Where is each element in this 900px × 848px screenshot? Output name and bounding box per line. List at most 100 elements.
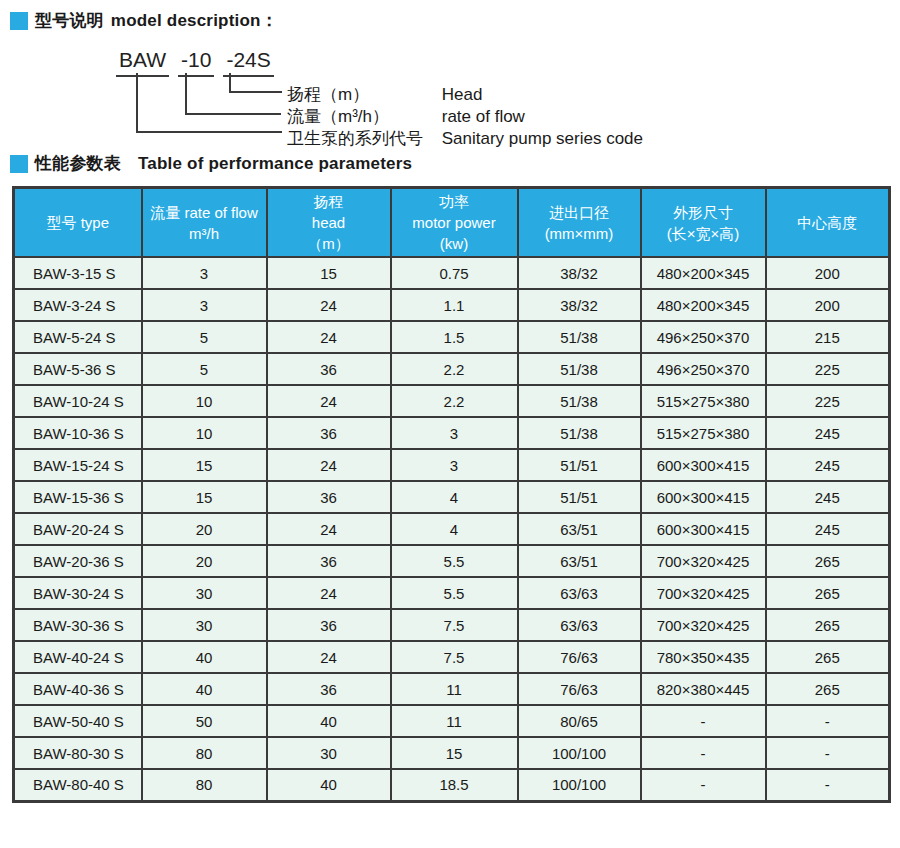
- table-row: BAW-80-40 S804018.5100/100--: [14, 769, 890, 801]
- section1-title-zh: 型号说明: [35, 9, 104, 32]
- table-cell: 3: [142, 289, 267, 321]
- table-cell: BAW-80-40 S: [14, 769, 142, 801]
- table-cell: 76/63: [518, 641, 641, 673]
- table-cell: 76/63: [518, 673, 641, 705]
- table-cell: 40: [142, 641, 267, 673]
- table-cell: 40: [267, 769, 391, 801]
- table-cell: 245: [766, 481, 890, 513]
- table-cell: 3: [142, 257, 267, 289]
- table-cell: 51/38: [518, 353, 641, 385]
- table-cell: 600×300×415: [641, 481, 766, 513]
- table-cell: 36: [267, 545, 391, 577]
- column-header: 扬程head（m）: [267, 188, 391, 258]
- table-cell: BAW-40-36 S: [14, 673, 142, 705]
- table-cell: 36: [267, 609, 391, 641]
- table-cell: 515×275×380: [641, 385, 766, 417]
- legend-flow-zh: 流量（m³/h）: [287, 105, 437, 128]
- table-row: BAW-5-36 S5362.251/38496×250×370225: [14, 353, 890, 385]
- legend-row-head: 扬程（m） Head: [287, 83, 482, 106]
- table-cell: BAW-30-24 S: [14, 577, 142, 609]
- table-row: BAW-5-24 S5241.551/38496×250×370215: [14, 321, 890, 353]
- legend-flow-en: rate of flow: [442, 107, 525, 126]
- table-cell: -: [641, 705, 766, 737]
- table-cell: 20: [142, 513, 267, 545]
- table-cell: 215: [766, 321, 890, 353]
- table-cell: 51/38: [518, 417, 641, 449]
- table-cell: 265: [766, 577, 890, 609]
- table-header-row: 型号 type流量 rate of flowm³/h扬程head（m）功率mot…: [14, 188, 890, 258]
- table-row: BAW-15-24 S1524351/51600×300×415245: [14, 449, 890, 481]
- table-cell: BAW-50-40 S: [14, 705, 142, 737]
- section-performance-table-title: 性能参数表Table of performance parameters: [10, 152, 412, 175]
- table-cell: BAW-15-24 S: [14, 449, 142, 481]
- section-marker-icon: [10, 155, 28, 173]
- table-cell: 600×300×415: [641, 449, 766, 481]
- table-cell: 63/63: [518, 577, 641, 609]
- table-cell: 24: [267, 289, 391, 321]
- catalog-page: 型号说明model description： BAW -10 -24S 扬程（m…: [0, 0, 900, 848]
- table-cell: 600×300×415: [641, 513, 766, 545]
- table-cell: 4: [391, 481, 518, 513]
- table-cell: 38/32: [518, 289, 641, 321]
- column-header: 外形尺寸(长×宽×高): [641, 188, 766, 258]
- table-cell: 24: [267, 641, 391, 673]
- table-cell: 80: [142, 769, 267, 801]
- table-cell: BAW-30-36 S: [14, 609, 142, 641]
- table-cell: -: [766, 769, 890, 801]
- table-row: BAW-3-15 S3150.7538/32480×200×345200: [14, 257, 890, 289]
- table-cell: 36: [267, 481, 391, 513]
- table-cell: 245: [766, 417, 890, 449]
- table-cell: 7.5: [391, 609, 518, 641]
- section2-title-zh: 性能参数表: [35, 152, 121, 175]
- table-cell: 15: [142, 481, 267, 513]
- section1-title-en: model description：: [111, 9, 278, 32]
- table-cell: 480×200×345: [641, 257, 766, 289]
- legend-row-series: 卫生泵的系列代号 Sanitary pump series code: [287, 127, 643, 150]
- table-row: BAW-30-24 S30245.563/63700×320×425265: [14, 577, 890, 609]
- table-cell: 36: [267, 417, 391, 449]
- table-cell: 63/63: [518, 609, 641, 641]
- table-body: BAW-3-15 S3150.7538/32480×200×345200BAW-…: [14, 257, 890, 801]
- table-row: BAW-3-24 S3241.138/32480×200×345200: [14, 289, 890, 321]
- legend-row-flow: 流量（m³/h） rate of flow: [287, 105, 525, 128]
- table-cell: 24: [267, 513, 391, 545]
- legend-head-en: Head: [442, 85, 483, 104]
- table-cell: 40: [142, 673, 267, 705]
- table-cell: 24: [267, 321, 391, 353]
- table-cell: 780×350×435: [641, 641, 766, 673]
- table-cell: 3: [391, 449, 518, 481]
- column-header: 中心高度: [766, 188, 890, 258]
- table-cell: 15: [391, 737, 518, 769]
- table-row: BAW-15-36 S1536451/51600×300×415245: [14, 481, 890, 513]
- table-row: BAW-40-36 S40361176/63820×380×445265: [14, 673, 890, 705]
- table-cell: 225: [766, 353, 890, 385]
- table-cell: -: [641, 737, 766, 769]
- table-cell: 18.5: [391, 769, 518, 801]
- table-cell: 24: [267, 385, 391, 417]
- table-cell: 480×200×345: [641, 289, 766, 321]
- table-cell: 30: [142, 577, 267, 609]
- table-cell: 38/32: [518, 257, 641, 289]
- table-row: BAW-80-30 S803015100/100--: [14, 737, 890, 769]
- table-cell: 80/65: [518, 705, 641, 737]
- section-marker-icon: [10, 12, 28, 30]
- table-cell: 50: [142, 705, 267, 737]
- table-cell: 80: [142, 737, 267, 769]
- table-cell: BAW-10-24 S: [14, 385, 142, 417]
- column-header: 型号 type: [14, 188, 142, 258]
- table-row: BAW-20-24 S2024463/51600×300×415245: [14, 513, 890, 545]
- table-row: BAW-40-24 S40247.576/63780×350×435265: [14, 641, 890, 673]
- table-cell: 36: [267, 673, 391, 705]
- table-cell: 200: [766, 257, 890, 289]
- table-cell: 63/51: [518, 545, 641, 577]
- table-cell: BAW-20-36 S: [14, 545, 142, 577]
- table-cell: -: [641, 769, 766, 801]
- table-cell: 30: [142, 609, 267, 641]
- table-cell: 1.5: [391, 321, 518, 353]
- table-cell: 200: [766, 289, 890, 321]
- table-cell: BAW-20-24 S: [14, 513, 142, 545]
- table-cell: 496×250×370: [641, 321, 766, 353]
- table-cell: 3: [391, 417, 518, 449]
- table-cell: 265: [766, 545, 890, 577]
- table-cell: 265: [766, 673, 890, 705]
